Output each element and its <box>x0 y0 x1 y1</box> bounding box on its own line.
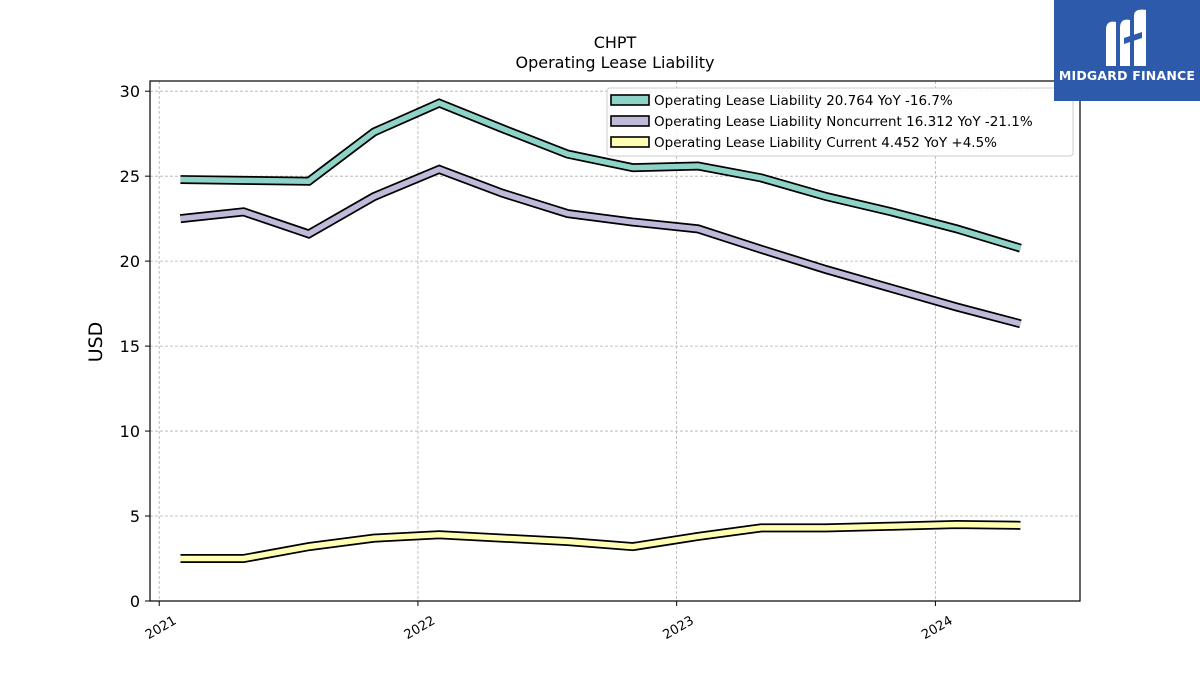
y-axis-label: USD <box>85 322 107 363</box>
series-noncurrent-outline <box>179 164 1022 329</box>
y-tick-label: 25 <box>120 167 140 186</box>
y-tick-label: 5 <box>130 507 140 526</box>
legend-box <box>606 87 1074 157</box>
legend-label: Operating Lease Liability 20.764 YoY -16… <box>654 93 953 109</box>
legend-swatch <box>610 136 650 148</box>
series-current-line <box>180 521 1021 562</box>
legend-swatch <box>610 115 650 127</box>
legend-swatch <box>610 94 650 106</box>
legend-label: Operating Lease Liability Current 4.452 … <box>654 135 997 151</box>
x-tick-label: 2023 <box>661 613 697 643</box>
plot-frame <box>149 80 1081 602</box>
chart-subtitle: Operating Lease Liability <box>515 53 714 72</box>
series-layer <box>179 98 1022 564</box>
x-tick-label: 2021 <box>143 613 179 643</box>
y-tick-label: 0 <box>130 592 140 611</box>
series-noncurrent-line <box>180 166 1022 327</box>
series-total-line <box>180 100 1022 251</box>
logo-text: MIDGARD FINANCE <box>1058 68 1196 83</box>
y-tick-label: 20 <box>120 252 140 271</box>
brand-logo: MIDGARD FINANCE <box>1054 0 1200 101</box>
legend-label: Operating Lease Liability Noncurrent 16.… <box>654 114 1033 130</box>
x-tick-label: 2022 <box>402 613 438 643</box>
y-tick-label: 15 <box>120 337 140 356</box>
chart-title: CHPT <box>594 33 637 52</box>
midgard-logo-icon <box>1106 9 1146 67</box>
y-tick-label: 10 <box>120 422 140 441</box>
x-tick-label: 2024 <box>919 613 955 643</box>
legend: Operating Lease Liability 20.764 YoY -16… <box>606 87 1074 157</box>
y-tick-label: 30 <box>120 82 140 101</box>
